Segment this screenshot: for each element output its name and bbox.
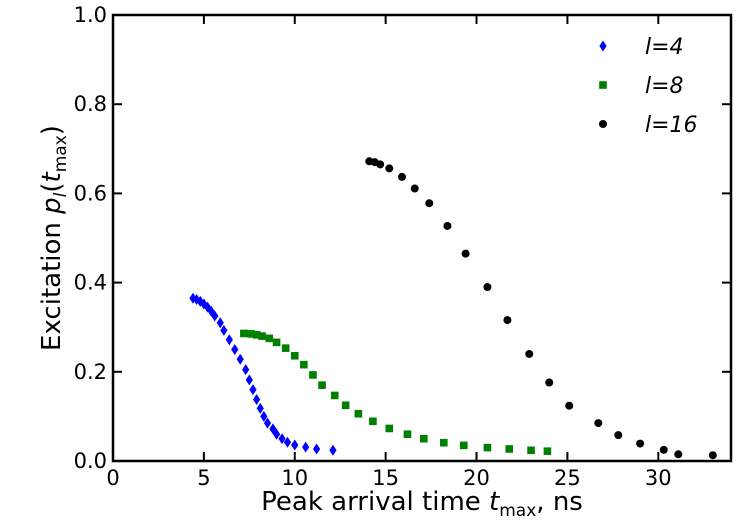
data-point xyxy=(376,160,385,169)
x-axis-label: Peak arrival time tmax, ns xyxy=(261,487,583,521)
data-point xyxy=(503,316,512,325)
data-point xyxy=(281,344,290,352)
data-point xyxy=(385,424,394,433)
data-point xyxy=(236,353,244,365)
data-point xyxy=(483,283,492,292)
data-point xyxy=(245,374,253,386)
data-point xyxy=(403,430,412,439)
y-tick-label: 0.4 xyxy=(74,271,107,295)
data-point xyxy=(318,381,326,389)
data-marks xyxy=(189,157,717,460)
data-point xyxy=(659,445,668,454)
legend-marker xyxy=(599,40,607,52)
data-point xyxy=(300,360,308,369)
data-point xyxy=(708,451,717,460)
data-point xyxy=(354,409,363,418)
y-axis-label: Excitation pl(tmax) xyxy=(37,125,71,351)
data-point xyxy=(256,402,264,414)
data-point xyxy=(525,349,534,358)
data-point xyxy=(220,324,228,336)
legend-marker xyxy=(599,81,607,89)
legend-marker xyxy=(599,120,607,128)
data-point xyxy=(263,417,272,429)
data-point xyxy=(565,401,574,410)
data-point xyxy=(636,439,645,448)
series-0 xyxy=(189,292,337,456)
data-point xyxy=(231,344,239,355)
data-point xyxy=(252,393,261,405)
data-point xyxy=(252,330,261,339)
x-tick-label: 15 xyxy=(372,466,399,490)
y-tick-label: 0.0 xyxy=(74,449,107,473)
x-tick-label: 30 xyxy=(645,466,672,490)
y-tick-label: 0.2 xyxy=(74,360,107,384)
legend-label: l=8 xyxy=(645,74,684,99)
data-point xyxy=(272,338,281,347)
data-point xyxy=(369,417,377,426)
data-point xyxy=(211,310,219,322)
data-point xyxy=(290,351,299,360)
data-point xyxy=(420,434,428,443)
x-tick-label: 25 xyxy=(554,466,581,490)
data-point xyxy=(278,433,286,445)
data-point xyxy=(265,334,274,343)
x-tick-label: 20 xyxy=(463,466,490,490)
data-point xyxy=(398,172,407,181)
data-point xyxy=(594,419,603,428)
data-point xyxy=(505,445,514,453)
data-point xyxy=(242,364,250,376)
data-point xyxy=(258,332,266,340)
data-point xyxy=(527,446,535,455)
data-point xyxy=(410,184,419,193)
data-point xyxy=(674,450,683,459)
data-point xyxy=(283,436,292,448)
axis-ticks: 0 5 10 15 20 25 30 0.0 0.2 0.4 0.6 0.8 1.0 xyxy=(74,3,731,490)
x-tick-label: 0 xyxy=(106,466,119,490)
x-tick-label: 5 xyxy=(197,466,210,490)
data-point xyxy=(543,447,552,455)
y-tick-label: 0.8 xyxy=(74,92,107,116)
plot-frame xyxy=(111,13,733,463)
data-point xyxy=(483,443,492,452)
data-point xyxy=(272,428,281,440)
data-point xyxy=(425,199,434,208)
data-point xyxy=(216,317,224,329)
data-point xyxy=(614,431,623,440)
series-2 xyxy=(365,157,717,460)
legend-label: l=16 xyxy=(645,113,698,138)
data-point xyxy=(247,330,255,338)
data-point xyxy=(249,384,257,396)
data-point xyxy=(461,249,470,258)
y-tick-label: 0.6 xyxy=(74,181,107,205)
data-point xyxy=(443,221,452,230)
data-point xyxy=(341,401,350,410)
data-point xyxy=(330,391,339,400)
data-point xyxy=(385,164,394,173)
y-tick-label: 1.0 xyxy=(74,3,107,27)
data-point xyxy=(440,438,448,447)
data-point xyxy=(309,371,317,379)
data-point xyxy=(312,443,321,455)
data-point xyxy=(225,334,233,346)
data-point xyxy=(302,441,310,453)
data-point xyxy=(329,444,337,456)
data-point xyxy=(240,329,248,338)
legend: l=4 l=8 l=16 xyxy=(599,35,698,138)
series-1 xyxy=(240,329,552,455)
legend-label: l=4 xyxy=(645,35,684,60)
data-point xyxy=(460,441,468,450)
data-point xyxy=(545,378,554,387)
x-tick-label: 10 xyxy=(281,466,308,490)
data-point xyxy=(291,439,299,451)
data-point xyxy=(260,410,268,422)
